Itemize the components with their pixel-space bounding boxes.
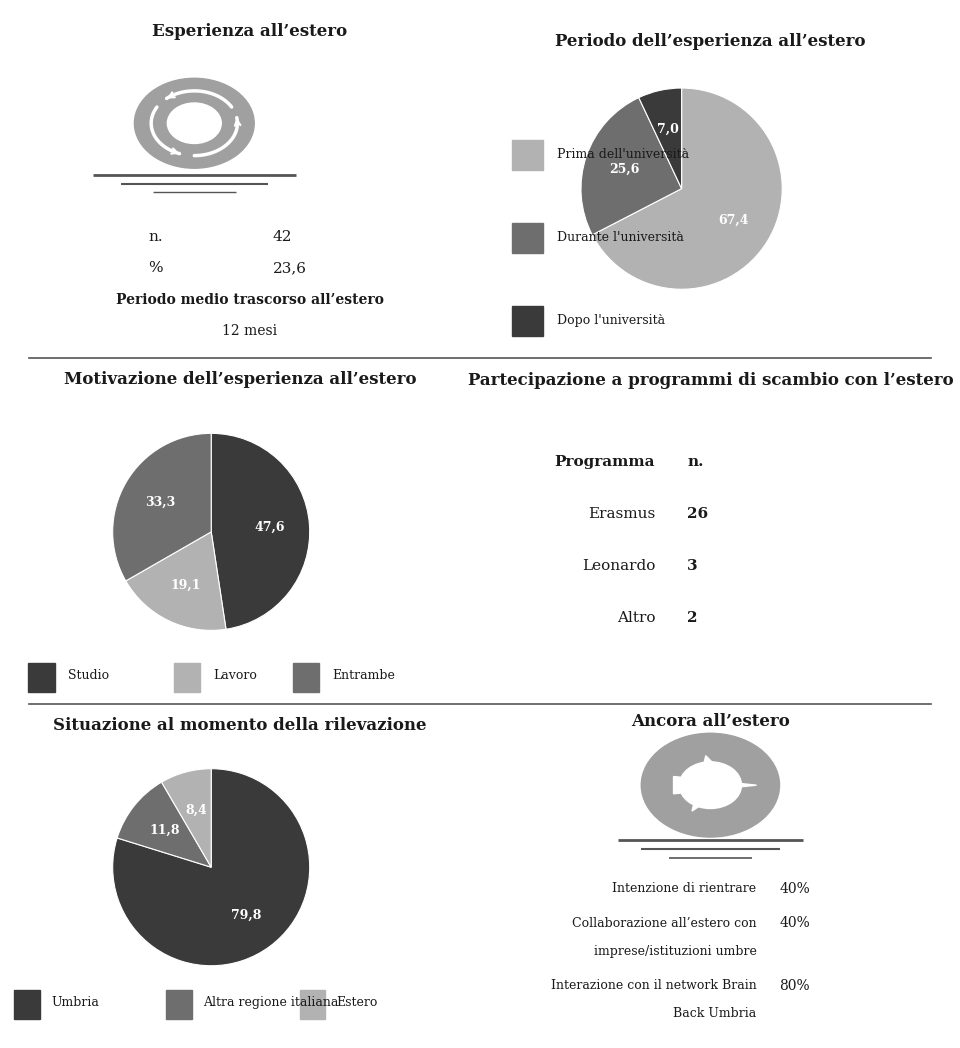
Circle shape xyxy=(641,734,780,837)
Text: Entrambe: Entrambe xyxy=(333,670,396,682)
FancyBboxPatch shape xyxy=(174,663,201,692)
Wedge shape xyxy=(117,782,211,868)
Text: Periodo medio trascorso all’estero: Periodo medio trascorso all’estero xyxy=(115,292,384,307)
Wedge shape xyxy=(592,88,782,289)
Text: Situazione al momento della rilevazione: Situazione al momento della rilevazione xyxy=(53,717,427,735)
Wedge shape xyxy=(112,434,211,581)
Text: Lavoro: Lavoro xyxy=(213,670,257,682)
Text: Studio: Studio xyxy=(68,670,108,682)
Text: Programma: Programma xyxy=(555,455,655,470)
Circle shape xyxy=(134,79,254,168)
Text: 8,4: 8,4 xyxy=(185,804,206,816)
Wedge shape xyxy=(211,434,310,629)
Text: Back Umbria: Back Umbria xyxy=(673,1007,756,1020)
Text: 33,3: 33,3 xyxy=(145,496,175,508)
Text: 26: 26 xyxy=(687,507,708,521)
Text: Interazione con il network Brain: Interazione con il network Brain xyxy=(551,979,756,992)
Wedge shape xyxy=(126,532,226,630)
Text: imprese/istituzioni umbre: imprese/istituzioni umbre xyxy=(593,944,756,958)
Text: n.: n. xyxy=(687,455,704,470)
Text: Intenzione di rientrare: Intenzione di rientrare xyxy=(612,882,756,895)
Circle shape xyxy=(680,762,741,808)
Polygon shape xyxy=(692,756,733,811)
FancyBboxPatch shape xyxy=(166,989,192,1019)
Text: %: % xyxy=(148,262,163,276)
FancyBboxPatch shape xyxy=(513,306,543,336)
Text: Collaborazione all’estero con: Collaborazione all’estero con xyxy=(572,917,756,930)
Text: Periodo dell’esperienza all’estero: Periodo dell’esperienza all’estero xyxy=(555,34,866,50)
Text: Prima dell'università: Prima dell'università xyxy=(557,149,688,161)
Text: 19,1: 19,1 xyxy=(170,578,201,592)
Text: 12 mesi: 12 mesi xyxy=(222,324,277,337)
Text: Estero: Estero xyxy=(337,997,378,1009)
Text: Altro: Altro xyxy=(616,611,655,625)
Wedge shape xyxy=(161,769,211,868)
Text: Ancora all’estero: Ancora all’estero xyxy=(631,713,790,729)
Text: 42: 42 xyxy=(273,231,292,244)
Text: 80%: 80% xyxy=(780,979,810,992)
Text: Dopo l'università: Dopo l'università xyxy=(557,314,664,327)
Text: 23,6: 23,6 xyxy=(273,262,306,276)
FancyBboxPatch shape xyxy=(513,139,543,170)
Text: n.: n. xyxy=(148,231,163,244)
Text: 40%: 40% xyxy=(780,917,810,931)
Text: Esperienza all’estero: Esperienza all’estero xyxy=(152,23,348,40)
FancyBboxPatch shape xyxy=(300,989,325,1019)
Text: Durante l'università: Durante l'università xyxy=(557,232,684,244)
Text: 40%: 40% xyxy=(780,882,810,896)
Circle shape xyxy=(167,103,221,144)
Text: Umbria: Umbria xyxy=(51,997,99,1009)
Text: Partecipazione a programmi di scambio con l’estero: Partecipazione a programmi di scambio co… xyxy=(468,372,953,389)
Text: Motivazione dell’esperienza all’estero: Motivazione dell’esperienza all’estero xyxy=(63,371,417,389)
FancyBboxPatch shape xyxy=(293,663,320,692)
Text: 11,8: 11,8 xyxy=(150,824,180,837)
FancyBboxPatch shape xyxy=(513,223,543,253)
Text: 79,8: 79,8 xyxy=(231,909,261,921)
Text: 47,6: 47,6 xyxy=(255,521,285,533)
Wedge shape xyxy=(638,88,682,189)
Text: Altra regione italiana: Altra regione italiana xyxy=(204,997,339,1009)
Text: 3: 3 xyxy=(687,559,698,573)
FancyBboxPatch shape xyxy=(14,989,39,1019)
Text: Erasmus: Erasmus xyxy=(588,507,655,521)
FancyBboxPatch shape xyxy=(28,663,55,692)
Text: 2: 2 xyxy=(687,611,698,625)
Text: 25,6: 25,6 xyxy=(610,162,639,176)
Text: Leonardo: Leonardo xyxy=(582,559,655,573)
Polygon shape xyxy=(674,777,756,793)
Wedge shape xyxy=(581,97,682,235)
Text: 67,4: 67,4 xyxy=(718,214,749,226)
Wedge shape xyxy=(112,769,310,966)
Text: 7,0: 7,0 xyxy=(658,124,680,136)
